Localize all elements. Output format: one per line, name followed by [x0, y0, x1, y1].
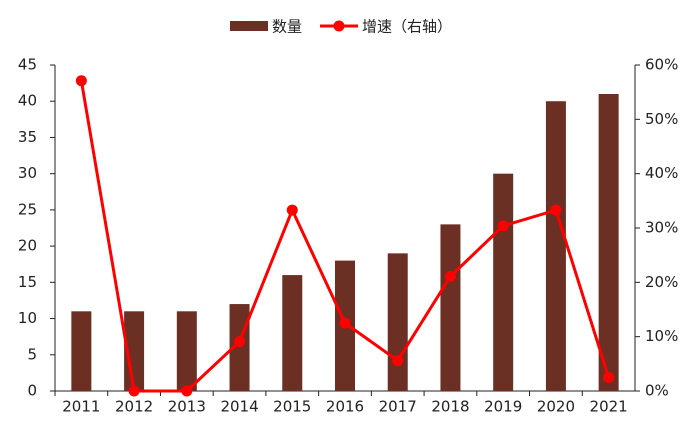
- bar: [176, 311, 197, 391]
- y2-tick-label: 20%: [645, 273, 678, 291]
- x-tick-label: 2020: [537, 398, 575, 416]
- y-tick-label: 30: [18, 164, 37, 182]
- bar: [71, 311, 92, 391]
- x-tick-label: 2015: [273, 398, 311, 416]
- line-point: [392, 355, 404, 367]
- x-tick-label: 2014: [220, 398, 258, 416]
- x-tick-label: 2021: [590, 398, 628, 416]
- x-tick-label: 2017: [379, 398, 417, 416]
- y-tick-label: 40: [18, 92, 37, 110]
- y-tick-label: 35: [18, 128, 37, 146]
- y-tick-label: 0: [27, 382, 37, 400]
- line-point: [497, 220, 509, 232]
- legend-label: 增速（右轴）: [362, 18, 452, 36]
- y-tick-label: 20: [18, 237, 37, 255]
- bar: [124, 311, 145, 391]
- line-point: [286, 204, 298, 216]
- line-point: [550, 204, 562, 216]
- y-tick-label: 15: [18, 273, 37, 291]
- x-tick-label: 2016: [326, 398, 364, 416]
- y2-tick-label: 60%: [645, 56, 678, 74]
- y-tick-label: 5: [27, 345, 37, 363]
- y2-tick-label: 50%: [645, 110, 678, 128]
- y2-tick-label: 30%: [645, 219, 678, 237]
- legend-swatch: [333, 20, 345, 32]
- x-tick-label: 2011: [62, 398, 100, 416]
- y-tick-label: 45: [18, 56, 37, 74]
- y-tick-label: 10: [18, 309, 37, 327]
- line-point: [181, 385, 193, 397]
- y-tick-label: 25: [18, 200, 37, 218]
- y2-tick-label: 40%: [645, 164, 678, 182]
- x-tick-label: 2019: [484, 398, 522, 416]
- bar: [598, 93, 619, 391]
- y2-tick-label: 10%: [645, 327, 678, 345]
- bar: [282, 275, 303, 391]
- legend-swatch: [230, 21, 268, 31]
- x-tick-label: 2012: [115, 398, 153, 416]
- legend-label: 数量: [272, 18, 302, 36]
- x-tick-label: 2018: [431, 398, 469, 416]
- bar: [493, 173, 514, 391]
- line-point: [128, 385, 140, 397]
- line-point: [444, 270, 456, 282]
- bar: [440, 224, 461, 391]
- y2-tick-label: 0%: [645, 382, 669, 400]
- line-point: [75, 75, 87, 87]
- bar: [545, 101, 566, 391]
- line-point: [339, 317, 351, 329]
- x-tick-label: 2013: [168, 398, 206, 416]
- line-point: [603, 371, 615, 383]
- line-point: [234, 336, 246, 348]
- bar: [387, 253, 408, 391]
